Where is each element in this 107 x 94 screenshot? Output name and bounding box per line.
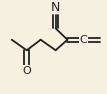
Text: C: C (80, 35, 87, 45)
Text: N: N (51, 1, 60, 14)
Text: O: O (22, 66, 31, 76)
